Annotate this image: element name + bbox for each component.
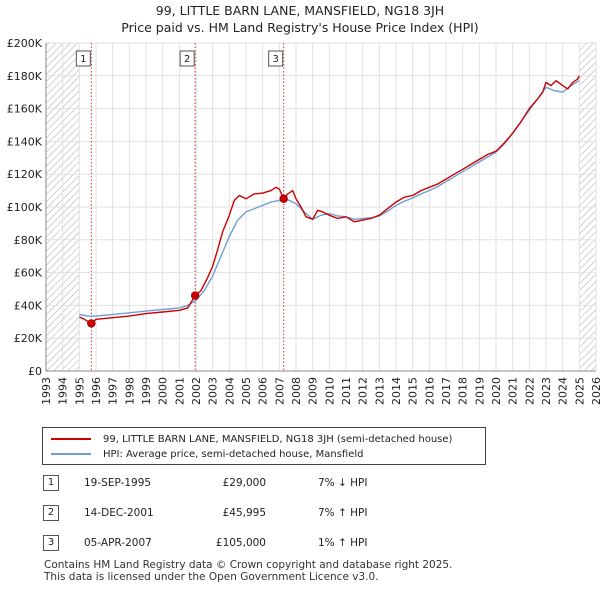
y-tick-label: £140K [7, 135, 43, 148]
x-tick-label: 2010 [323, 377, 336, 405]
sale-label-text: 3 [272, 54, 278, 65]
legend-hpi-label: HPI: Average price, semi-detached house,… [103, 448, 364, 460]
x-tick-label: 2008 [290, 377, 303, 405]
price-chart: 1 2 3 £0 £20K £40K £60K £80K £100K £120K £140K £160… [7, 37, 600, 405]
x-tick-label: 1993 [40, 377, 53, 405]
x-tick-label: 1994 [57, 377, 70, 405]
y-tick-label: £100K [7, 201, 43, 214]
sale-date: 05-APR-2007 [84, 537, 152, 549]
y-tick-label: £20K [14, 332, 43, 345]
sale-hpi: 7% ↑ HPI [318, 507, 368, 519]
x-tick-label: 2022 [523, 377, 536, 405]
sale-price: £45,995 [222, 507, 266, 519]
x-tick-label: 2007 [273, 377, 286, 405]
sale-label-box [75, 50, 91, 67]
x-tick-label: 2023 [540, 377, 553, 405]
sale-point [279, 194, 288, 203]
x-tick-label: 2005 [240, 377, 253, 405]
y-tick-label: £180K [7, 70, 43, 83]
chart-title: 99, LITTLE BARN LANE, MANSFIELD, NG18 3J… [0, 2, 600, 36]
x-tick-label: 2024 [557, 377, 570, 405]
chart-title-line2: Price paid vs. HM Land Registry's House … [121, 20, 479, 35]
x-tick-label: 2015 [407, 377, 420, 405]
y-tick-label: £40K [14, 299, 43, 312]
x-tick-label: 2016 [423, 377, 436, 405]
sale-price: £29,000 [222, 477, 266, 489]
x-tick-label: 2014 [390, 377, 403, 405]
x-tick-label: 2002 [190, 377, 203, 405]
sale-hpi: 7% ↓ HPI [318, 477, 368, 489]
sale-point [190, 291, 200, 300]
x-tick-label: 2019 [473, 377, 486, 405]
sale-label-box [268, 50, 284, 67]
sale-row: 1 19-SEP-1995 £29,000 7% ↓ HPI [0, 474, 600, 494]
x-tick-label: 2004 [223, 377, 236, 405]
footer-line1: Contains HM Land Registry data © Crown c… [44, 559, 453, 571]
footer: Contains HM Land Registry data © Crown c… [44, 559, 452, 583]
y-tick-label: £0 [28, 365, 42, 378]
x-tick-label: 2020 [490, 377, 503, 405]
x-tick-label: 1996 [90, 377, 103, 405]
x-tick-label: 2000 [157, 377, 170, 405]
x-tick-label: 2017 [440, 377, 453, 405]
y-tick-label: £160K [7, 103, 43, 116]
legend-item-hpi: HPI: Average price, semi-detached house,… [51, 447, 363, 461]
x-tick-label: 1997 [107, 377, 120, 405]
x-tick-label: 2013 [373, 377, 386, 405]
x-tick-label: 2025 [573, 377, 586, 405]
x-tick-label: 2009 [307, 377, 320, 405]
legend-item-property: 99, LITTLE BARN LANE, MANSFIELD, NG18 3J… [51, 432, 452, 446]
x-tick-label: 2011 [340, 377, 353, 405]
x-tick-label: 2012 [357, 377, 370, 405]
sale-badge: 2 [43, 505, 59, 521]
chart-title-line1: 99, LITTLE BARN LANE, MANSFIELD, NG18 3J… [155, 3, 445, 18]
footer-line2: This data is licensed under the Open Gov… [44, 571, 379, 583]
sale-badge: 1 [43, 475, 59, 491]
sale-label-text: 2 [184, 54, 190, 65]
sale-row: 2 14-DEC-2001 £45,995 7% ↑ HPI [0, 504, 600, 524]
sale-hpi: 1% ↑ HPI [318, 537, 368, 549]
sale-price: £105,000 [215, 537, 266, 549]
property-price-line [78, 75, 580, 325]
y-tick-label: £60K [14, 267, 43, 280]
y-tick-label: £200K [7, 37, 43, 50]
legend-property-label: 99, LITTLE BARN LANE, MANSFIELD, NG18 3J… [103, 433, 453, 445]
y-tick-label: £80K [14, 234, 43, 247]
x-tick-label: 1995 [73, 377, 86, 405]
legend: 99, LITTLE BARN LANE, MANSFIELD, NG18 3J… [42, 427, 486, 465]
sale-badge: 3 [43, 535, 59, 551]
x-tick-label: 2006 [257, 377, 270, 405]
sale-row: 3 05-APR-2007 £105,000 1% ↑ HPI [0, 534, 600, 554]
legend-property-swatch [51, 438, 91, 440]
x-tick-label: 2021 [507, 377, 520, 405]
sale-date: 14-DEC-2001 [84, 507, 154, 519]
x-tick-label: 1998 [123, 377, 136, 405]
sale-date: 19-SEP-1995 [84, 477, 152, 489]
x-tick-label: 2001 [173, 377, 186, 405]
sale-label-box [179, 50, 195, 67]
x-tick-label: 2003 [207, 377, 220, 405]
x-tick-label: 2018 [457, 377, 470, 405]
legend-hpi-swatch [51, 453, 91, 455]
sale-label-text: 1 [80, 54, 86, 65]
y-tick-label: £120K [7, 168, 43, 181]
x-tick-label: 2026 [590, 377, 600, 405]
sale-point [87, 319, 96, 328]
x-tick-label: 1999 [140, 377, 153, 405]
